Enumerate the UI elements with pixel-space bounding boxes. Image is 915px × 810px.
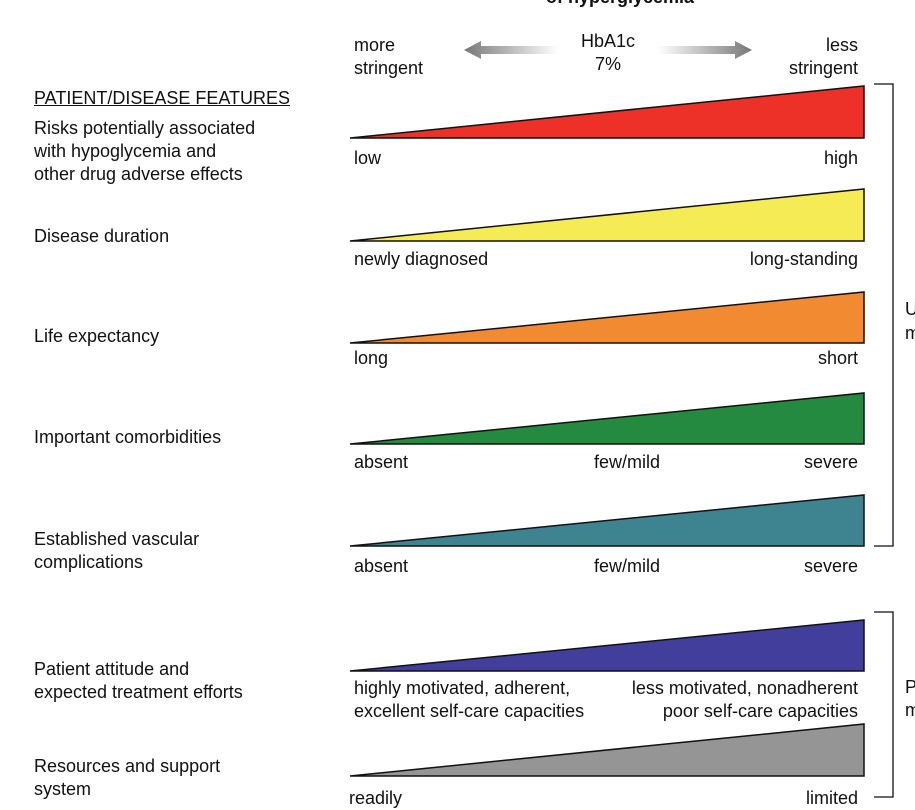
wedge-life-expectancy bbox=[349, 291, 865, 344]
arrow-left-more-stringent bbox=[464, 41, 558, 59]
wedge-resources-support bbox=[349, 723, 865, 777]
upper-bracket-label-line2: m bbox=[905, 323, 915, 343]
row2-left-label: newly diagnosed bbox=[354, 249, 489, 269]
feature-label-comorbidities: Important comorbidities bbox=[34, 427, 222, 447]
upper-bracket-label-line1: U bbox=[905, 299, 915, 319]
row5-left-label: absent bbox=[354, 556, 409, 576]
row3-left-label: long bbox=[354, 348, 389, 368]
row7-right-label: limited bbox=[805, 788, 858, 808]
feature-label-hypoglycemia-risk-line2: with hypoglycemia and bbox=[34, 141, 217, 161]
row5-right-label: severe bbox=[803, 556, 858, 576]
row4-middle-label: few/mild bbox=[593, 452, 660, 472]
less-stringent-line1: less bbox=[825, 35, 858, 55]
hba1c-label: HbA1c bbox=[580, 31, 636, 51]
feature-label-hypoglycemia-risk-line1: Risks potentially associated bbox=[34, 118, 256, 138]
hba1c-target-value: 7% bbox=[594, 54, 621, 74]
wedge-hypoglycemia-risk bbox=[349, 85, 865, 139]
row6-left-label-line2: excellent self-care capacities bbox=[354, 701, 585, 721]
wedge-disease-duration bbox=[349, 188, 865, 242]
feature-label-vascular-complications-line1: Established vascular bbox=[34, 529, 200, 549]
row4-left-label: absent bbox=[354, 452, 409, 472]
bracket-lower bbox=[874, 611, 894, 798]
row6-right-label-line2: poor self-care capacities bbox=[662, 701, 858, 721]
feature-label-resources-line1: Resources and support bbox=[34, 756, 221, 776]
wedge-vascular-complications bbox=[349, 494, 865, 547]
less-stringent-line2: stringent bbox=[788, 58, 858, 78]
feature-label-patient-attitude-line2: expected treatment efforts bbox=[34, 682, 243, 702]
row1-right-label: high bbox=[823, 148, 858, 168]
feature-label-resources-line2: system bbox=[34, 779, 92, 799]
lower-bracket-label-line2: m bbox=[905, 700, 915, 720]
row6-right-label-line1: less motivated, nonadherent bbox=[631, 678, 858, 698]
row3-right-label: short bbox=[817, 348, 858, 368]
row6-left-label-line1: highly motivated, adherent, bbox=[354, 678, 571, 698]
row7-left-label: readily bbox=[349, 788, 403, 808]
feature-label-disease-duration: Disease duration bbox=[34, 226, 170, 246]
section-heading: PATIENT/DISEASE FEATURES bbox=[34, 88, 291, 108]
row5-middle-label: few/mild bbox=[593, 556, 660, 576]
feature-label-patient-attitude-line1: Patient attitude and bbox=[34, 659, 190, 679]
wedge-patient-attitude bbox=[349, 619, 865, 672]
feature-label-hypoglycemia-risk-line3: other drug adverse effects bbox=[34, 164, 243, 184]
lower-bracket-label-line1: P bbox=[905, 677, 915, 697]
feature-label-life-expectancy: Life expectancy bbox=[34, 326, 160, 346]
diagram-title: of hyperglycemia bbox=[420, 0, 820, 9]
feature-label-vascular-complications-line2: complications bbox=[34, 552, 144, 572]
more-stringent-line2: stringent bbox=[354, 58, 424, 78]
bracket-upper bbox=[874, 83, 894, 547]
row2-right-label: long-standing bbox=[749, 249, 858, 269]
arrow-right-less-stringent bbox=[658, 41, 752, 59]
row4-right-label: severe bbox=[803, 452, 858, 472]
row1-left-label: low bbox=[354, 148, 382, 168]
more-stringent-line1: more bbox=[354, 35, 396, 55]
wedge-comorbidities bbox=[349, 392, 865, 445]
